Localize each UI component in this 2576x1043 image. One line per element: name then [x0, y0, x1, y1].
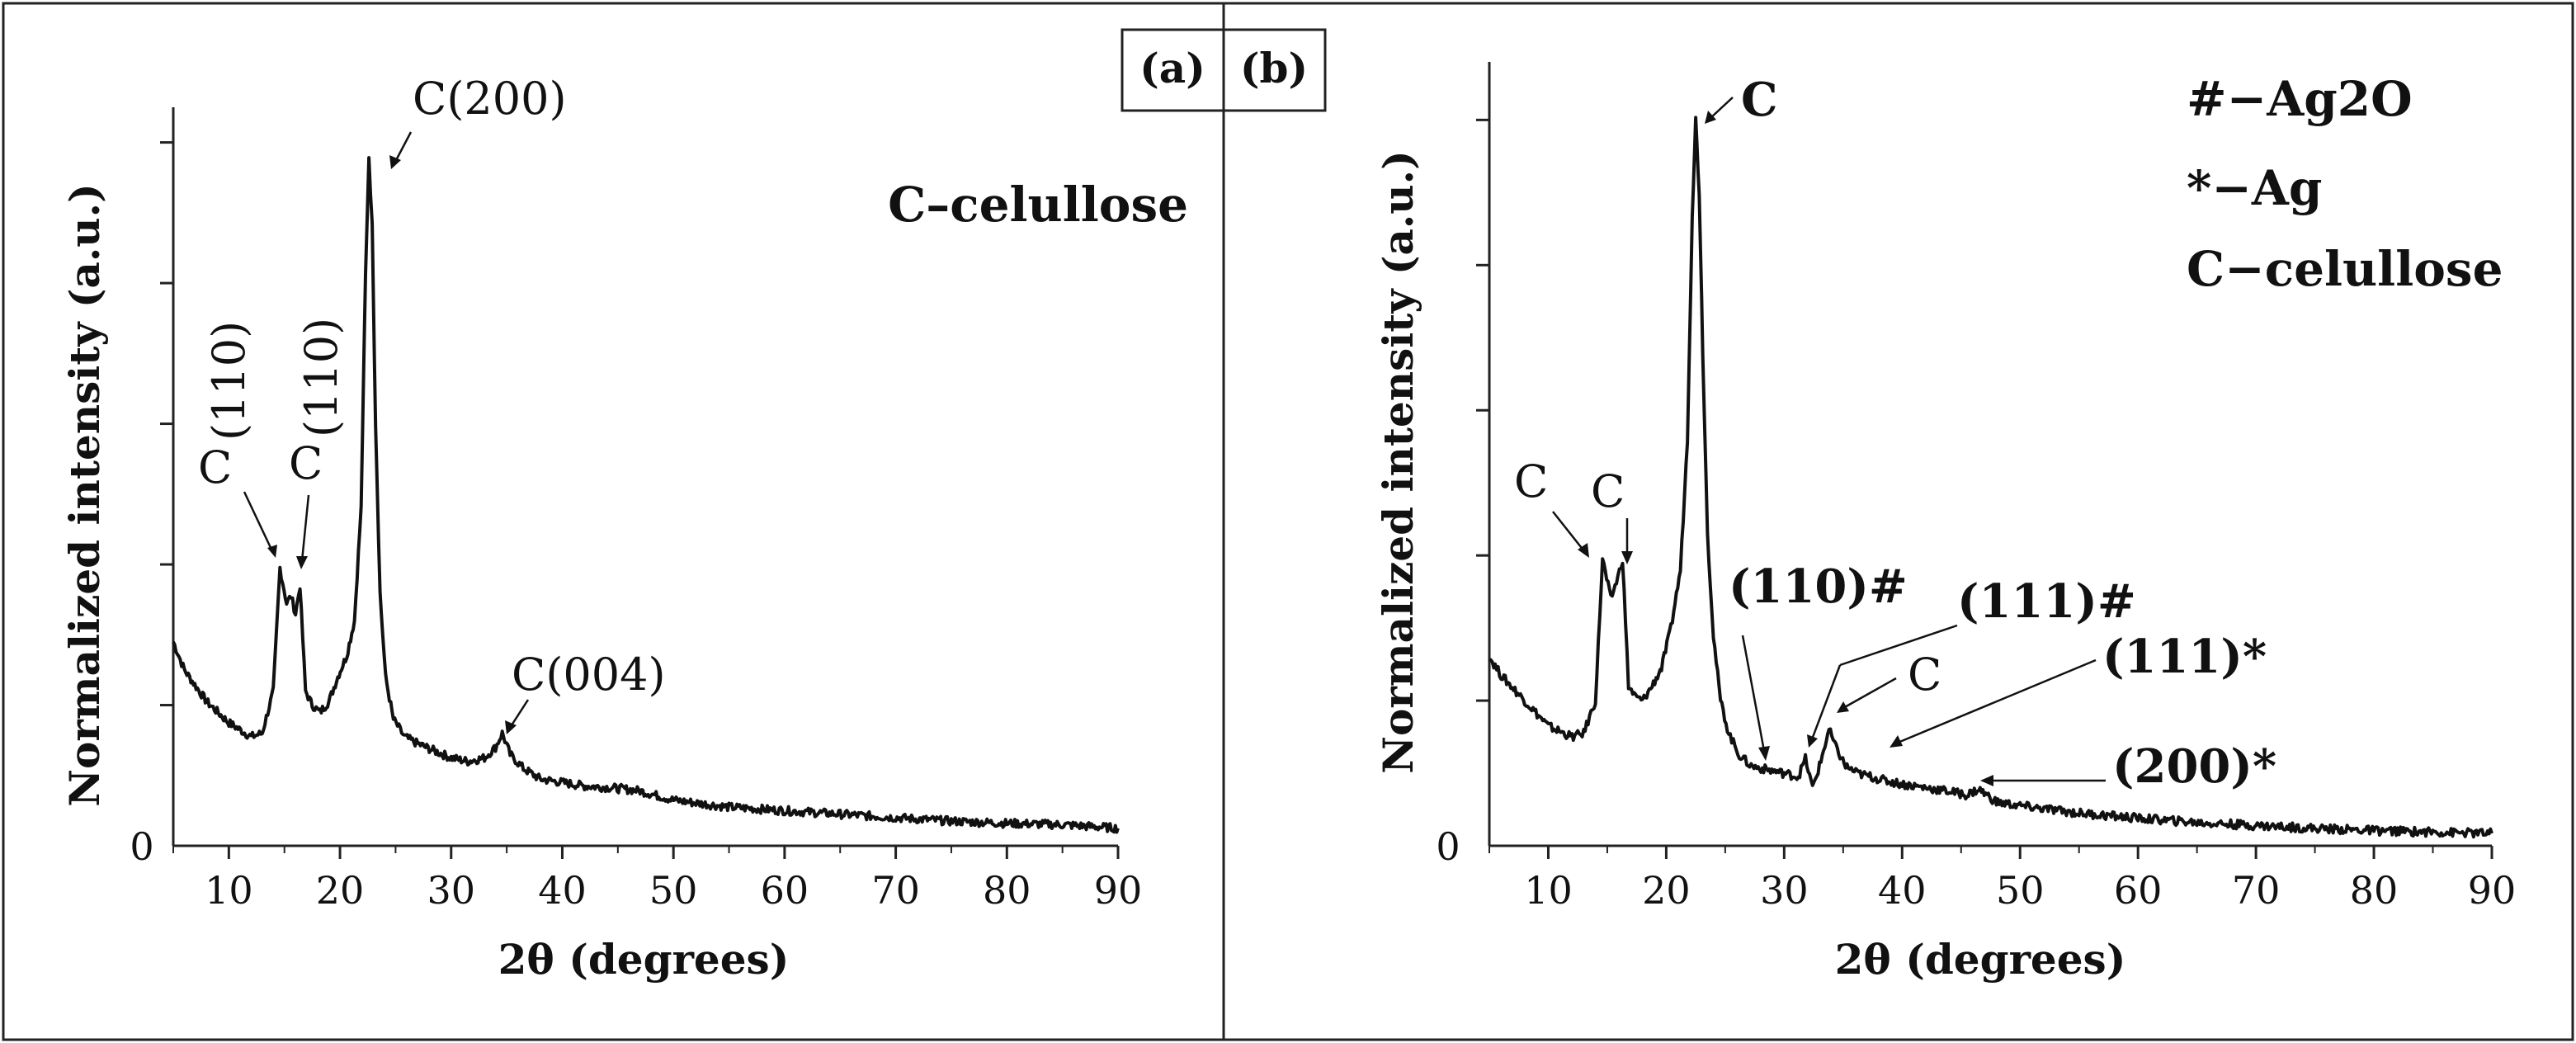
panel-tag-b: (b) — [1240, 44, 1308, 92]
annotation-arrow — [243, 491, 274, 552]
annotation-arrowhead — [389, 155, 401, 169]
annotation-arrow — [1839, 624, 1958, 667]
annotation-label: C — [289, 437, 323, 489]
annotation-ag-200: (200)* — [1980, 739, 2276, 794]
annotation-label: C — [1514, 455, 1548, 507]
x-tick-label-20: 20 — [1642, 868, 1691, 913]
x-tick-label-40: 40 — [1878, 868, 1927, 913]
annotation-ag2o-111: (111)# — [1807, 574, 2136, 748]
x-tick-label-60: 60 — [761, 868, 809, 913]
legend-entry-cellulose: C–celullose — [888, 177, 1188, 233]
annotation-label: (111)# — [1957, 574, 2136, 629]
annotation-label: (200)* — [2112, 739, 2276, 794]
annotation-arrowhead — [1621, 551, 1633, 564]
x-tick-label-50: 50 — [1996, 868, 2045, 913]
panel-a-x-axis: 10 20 30 40 50 60 70 80 90 — [172, 844, 1143, 913]
annotation-arrowhead — [1578, 543, 1589, 558]
y-ticks — [160, 141, 173, 707]
annotation-label: C(200) — [413, 73, 567, 125]
chart-panel-b: 0 10 20 30 40 50 60 70 80 90 2θ (degrees) Normal… — [1374, 62, 2516, 984]
annotation-label: C — [1908, 649, 1941, 701]
x-tick-label-20: 20 — [316, 868, 365, 913]
annotation-c-right: C — [1591, 465, 1633, 564]
panel-a-y-axis: 0 — [130, 107, 175, 869]
annotation-c200: C(200) — [389, 73, 567, 169]
x-axis-title: 2θ (degrees) — [498, 935, 790, 984]
legend: #−Ag2O *−Ag C−celullose — [2187, 71, 2503, 297]
annotation-arrow — [1709, 97, 1734, 120]
annotation-arrowhead — [1705, 111, 1716, 124]
panel-tag-b-box — [1222, 28, 1327, 112]
annotation-arrow — [1897, 658, 2097, 744]
series-line-cellulose-ag — [1488, 116, 2493, 839]
annotation-label: (111)* — [2102, 630, 2267, 684]
x-tick-label-10: 10 — [1524, 868, 1573, 913]
legend-entry-ag2o: #−Ag2O — [2187, 71, 2413, 127]
annotation-arrowhead — [1807, 734, 1818, 748]
annotation-label: C — [198, 441, 232, 493]
x-axis-title: 2θ (degrees) — [1835, 935, 2126, 984]
annotation-arrowhead — [1837, 701, 1849, 713]
annotation-label: (110)# — [1729, 559, 1908, 614]
x-tick-label-80: 80 — [2350, 868, 2399, 913]
annotation-c-main: C — [1705, 73, 1778, 127]
annotation-arrow — [1552, 511, 1585, 552]
legend-ag2o-text: #−Ag2O — [2187, 71, 2413, 127]
annotation-label: C — [1741, 73, 1778, 127]
x-tick-label-30: 30 — [427, 868, 475, 913]
annotation-label: C(004) — [512, 649, 666, 701]
annotation-arrow — [508, 699, 530, 729]
annotation-c-left: C — [1514, 455, 1589, 558]
x-tick-label-40: 40 — [538, 868, 587, 913]
annotation-arrow — [300, 494, 310, 562]
y-tick-label-0: 0 — [1436, 824, 1460, 869]
annotation-c-033: C — [1837, 649, 1941, 713]
annotation-arrow — [1741, 635, 1766, 752]
annotation-arrow — [1810, 664, 1842, 740]
y-ticks — [1476, 118, 1489, 702]
legend-entry-cellulose: C−celullose — [2187, 241, 2503, 297]
x-ticks: 10 20 30 40 50 60 70 80 90 — [1489, 846, 2516, 913]
panel-b-x-axis: 10 20 30 40 50 60 70 80 90 — [1489, 844, 2516, 913]
y-axis-title: Normalized intensity (a.u.) — [60, 183, 109, 806]
x-tick-label-50: 50 — [649, 868, 698, 913]
x-tick-label-30: 30 — [1760, 868, 1809, 913]
y-tick-label-0: 0 — [130, 824, 153, 869]
legend-ag-text: *−Ag — [2187, 160, 2322, 216]
x-tick-label-70: 70 — [871, 868, 920, 913]
annotation-ag-111: (111)* — [1890, 630, 2267, 748]
x-tick-label-10: 10 — [205, 868, 253, 913]
annotation-arrowhead — [296, 556, 308, 569]
chart-panel-a: 0 10 20 30 40 50 60 70 80 90 2θ (degrees) Normal… — [60, 73, 1188, 984]
x-tick-label-60: 60 — [2114, 868, 2163, 913]
panel-b-y-axis: 0 — [1436, 62, 1491, 869]
annotation-c110-left: C (110) — [198, 321, 277, 558]
panel-tag-a: (a) — [1139, 44, 1205, 92]
annotation-arrow — [393, 131, 413, 164]
x-tick-label-70: 70 — [2232, 868, 2281, 913]
annotation-miller: (110) — [203, 321, 255, 441]
x-tick-label-90: 90 — [2468, 868, 2517, 913]
x-tick-label-80: 80 — [983, 868, 1031, 913]
annotation-arrowhead — [1980, 775, 1993, 786]
annotation-arrowhead — [1890, 735, 1903, 748]
annotation-miller: (110) — [295, 318, 347, 437]
x-ticks: 10 20 30 40 50 60 70 80 90 — [172, 846, 1143, 913]
annotation-c004: C(004) — [505, 649, 666, 734]
annotation-arrow — [1842, 677, 1897, 710]
annotation-arrowhead — [505, 720, 517, 734]
series-line-cellulose — [172, 156, 1120, 834]
legend-entry-ag: *−Ag — [2187, 160, 2322, 216]
annotation-ag2o-110: (110)# — [1729, 559, 1908, 761]
annotation-arrowhead — [267, 545, 277, 558]
annotation-arrowhead — [1758, 746, 1770, 761]
annotation-label: C — [1591, 465, 1625, 517]
x-tick-label-90: 90 — [1094, 868, 1143, 913]
y-axis-title: Normalized intensity (a.u.) — [1374, 150, 1422, 773]
annotation-c110-right: C (110) — [289, 318, 347, 569]
